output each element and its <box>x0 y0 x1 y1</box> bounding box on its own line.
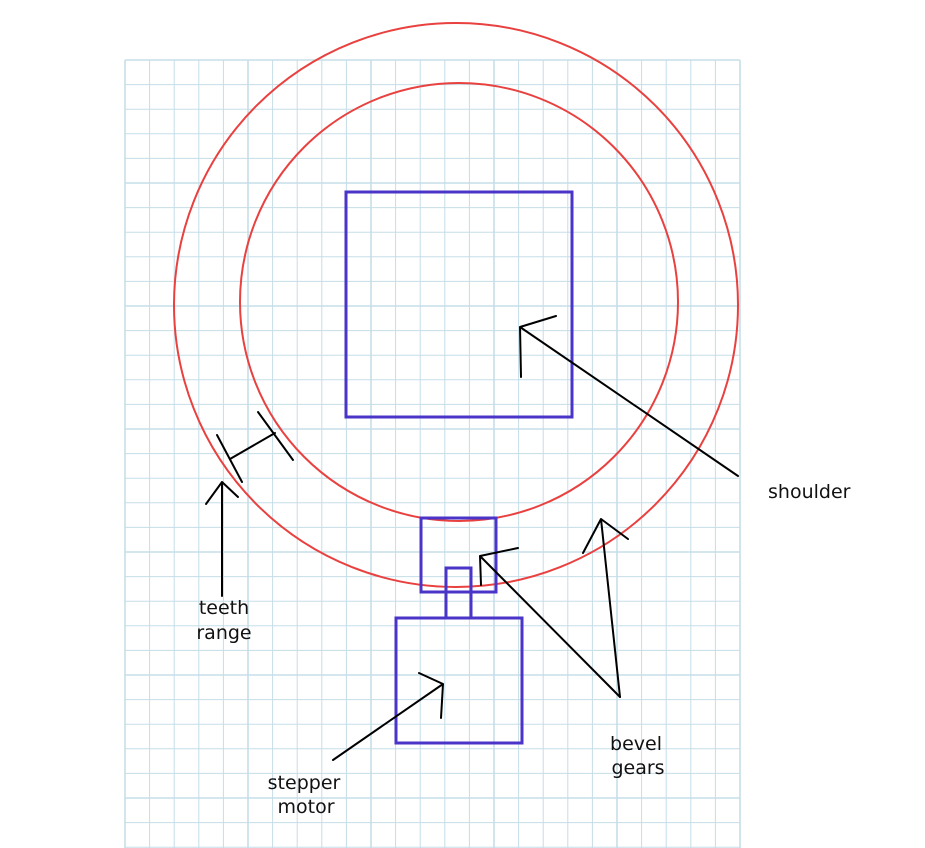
bevel-gears-arrow-outer <box>582 518 629 698</box>
label-bevel-gears-line2: gears <box>611 757 664 779</box>
label-shoulder: shoulder <box>768 481 851 503</box>
teeth-range-arrow <box>205 481 239 597</box>
inner-bevel-gear <box>239 82 679 522</box>
bevel-gear-housing <box>419 516 498 594</box>
stepper-motor-body <box>394 616 524 745</box>
teeth-range-marker <box>216 411 294 483</box>
label-teeth-range-line2: range <box>196 622 251 644</box>
label-teeth-range-line1: teeth <box>199 597 249 619</box>
shoulder-arrow <box>519 315 739 477</box>
shoulder-block <box>344 190 574 419</box>
bevel-gears-arrow-inner <box>479 547 621 698</box>
label-bevel-gears-line1: bevel <box>610 733 662 755</box>
label-stepper-motor-line1: stepper <box>268 772 341 794</box>
outer-bevel-gear <box>173 22 739 588</box>
stepper-motor-arrow <box>332 672 444 761</box>
label-stepper-motor-line2: motor <box>277 796 334 818</box>
